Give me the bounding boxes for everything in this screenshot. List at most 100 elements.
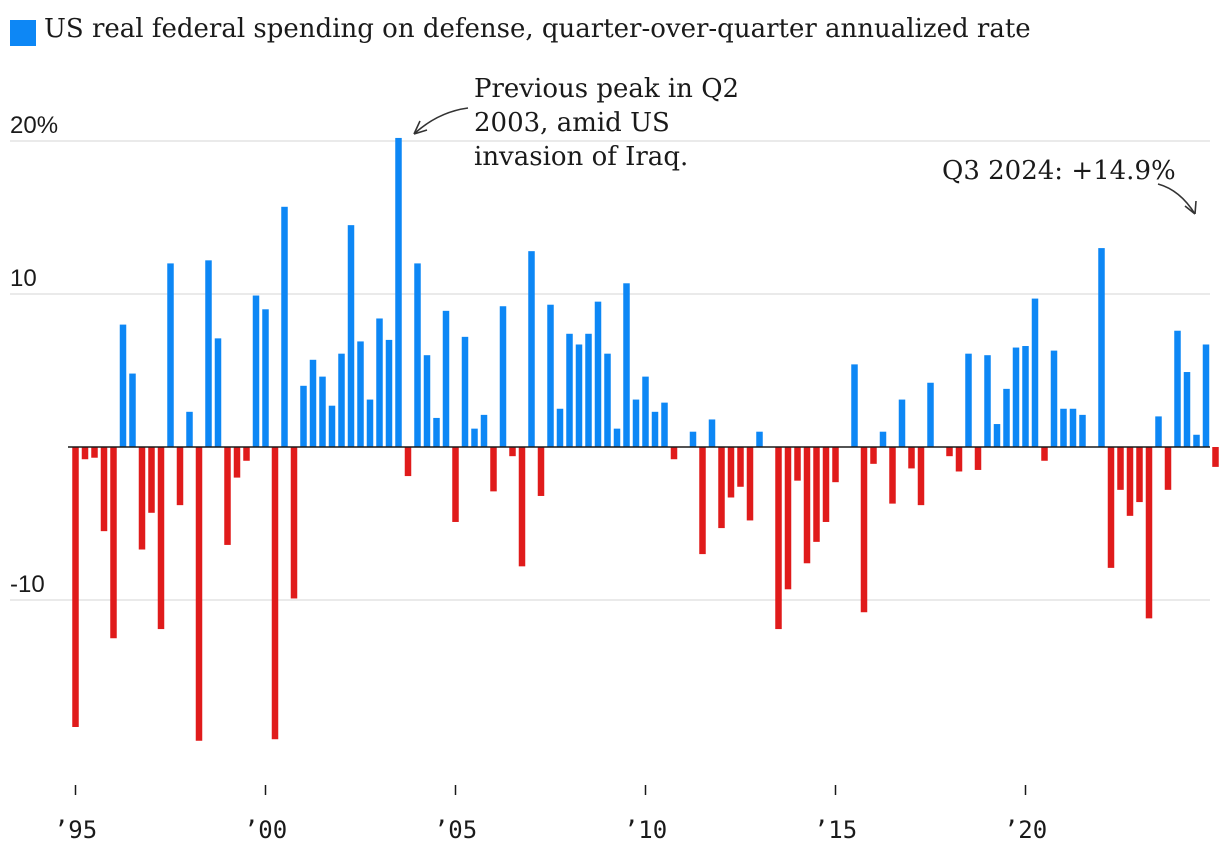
x-axis: ’95 ’00 ’05 ’10 ’15 ’20 xyxy=(54,785,1047,844)
bar xyxy=(129,373,136,447)
bar xyxy=(547,304,554,447)
bar xyxy=(1041,447,1048,461)
bar xyxy=(1012,347,1020,447)
bar xyxy=(157,447,165,630)
bar xyxy=(309,359,317,447)
bar xyxy=(927,382,934,447)
bar xyxy=(851,364,858,447)
bar xyxy=(746,447,754,521)
bar xyxy=(518,447,526,567)
bar xyxy=(689,431,697,447)
bar xyxy=(243,447,250,461)
bar xyxy=(575,344,583,447)
bar xyxy=(433,417,440,447)
bar xyxy=(499,306,507,447)
bar xyxy=(946,447,953,457)
bar xyxy=(385,339,393,447)
bar xyxy=(756,431,763,447)
bar xyxy=(290,447,298,599)
annotation-arrow-2024 xyxy=(1157,183,1196,215)
bar xyxy=(860,447,868,613)
bar xyxy=(224,447,231,545)
x-tick-label: ’15 xyxy=(814,816,857,844)
bar xyxy=(271,447,279,740)
bar xyxy=(889,447,896,504)
bar xyxy=(822,447,830,522)
bar xyxy=(1079,414,1086,447)
bar xyxy=(670,447,678,460)
bar xyxy=(195,447,203,741)
x-tick-label: ’95 xyxy=(54,816,97,844)
x-tick-label: ’10 xyxy=(624,816,667,844)
bar xyxy=(509,447,516,457)
bar xyxy=(1098,248,1105,447)
bar xyxy=(632,399,640,447)
bar xyxy=(1117,447,1124,490)
bar xyxy=(984,355,991,447)
bar xyxy=(414,263,421,447)
bar xyxy=(186,411,193,447)
bar xyxy=(1136,447,1143,503)
bar xyxy=(423,355,431,447)
bar xyxy=(1069,408,1077,447)
bar xyxy=(214,338,222,447)
bar xyxy=(357,341,364,447)
bar xyxy=(300,385,307,447)
bar xyxy=(784,447,792,590)
y-tick-label: -10 xyxy=(10,571,45,598)
x-tick-label: ’05 xyxy=(434,816,477,844)
bar xyxy=(604,353,611,447)
bar xyxy=(727,447,735,498)
bar xyxy=(1155,416,1162,447)
bar xyxy=(480,414,488,447)
bar xyxy=(813,447,820,542)
annotation-arrows xyxy=(413,107,1197,215)
bar xyxy=(319,376,326,447)
bar xyxy=(176,447,184,506)
y-tick-label: 10 xyxy=(10,265,37,292)
bar xyxy=(699,447,706,555)
bar xyxy=(91,447,98,458)
bar xyxy=(328,405,336,447)
bar xyxy=(205,260,212,447)
bar xyxy=(1145,447,1153,619)
bar xyxy=(1202,344,1210,447)
bar xyxy=(661,402,668,447)
bar xyxy=(100,447,108,532)
bar xyxy=(1031,298,1039,447)
bar xyxy=(794,447,801,481)
bar xyxy=(718,447,725,529)
bar xyxy=(262,309,269,447)
bar xyxy=(404,447,412,477)
bar xyxy=(585,333,592,447)
bar xyxy=(138,447,146,550)
bar xyxy=(955,447,963,472)
annotation-2003-peak: Previous peak in Q2 2003, amid US invasi… xyxy=(474,74,740,172)
annotation-2024-q3: Q3 2024: +14.9% xyxy=(942,156,1176,186)
bar xyxy=(366,399,374,447)
bar xyxy=(1174,330,1181,447)
bar xyxy=(737,447,744,487)
bar xyxy=(708,419,716,447)
bar xyxy=(870,447,877,464)
bar xyxy=(1126,447,1134,516)
bar xyxy=(461,336,469,447)
bar xyxy=(167,263,174,447)
bar xyxy=(917,447,925,506)
annotation-arrow-2003 xyxy=(413,107,469,135)
bar xyxy=(72,447,79,727)
bar xyxy=(1183,372,1191,447)
bar xyxy=(898,399,906,447)
legend-label: US real federal spending on defense, qua… xyxy=(44,14,1031,44)
bar xyxy=(1050,350,1058,447)
bar xyxy=(81,447,89,460)
bar xyxy=(775,447,782,630)
bar xyxy=(879,431,887,447)
bar xyxy=(1193,434,1200,447)
bar xyxy=(119,324,127,447)
bar xyxy=(1164,447,1172,490)
bar xyxy=(537,447,545,496)
bar xyxy=(974,447,982,470)
bar xyxy=(252,295,260,447)
